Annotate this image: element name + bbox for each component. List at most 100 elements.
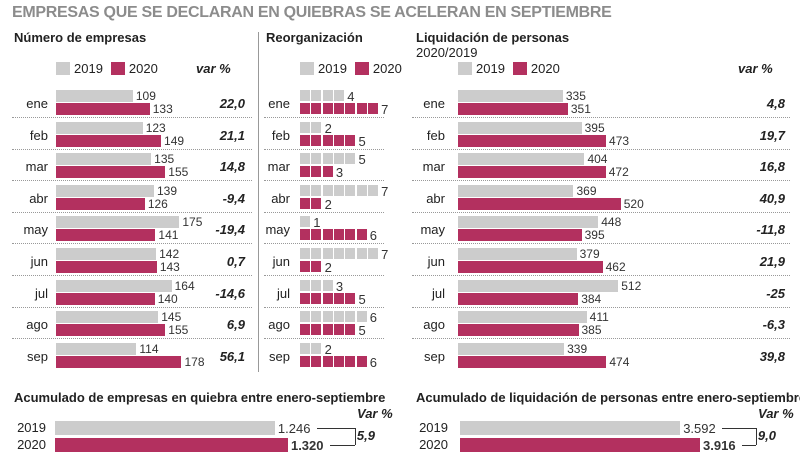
connector-line bbox=[316, 428, 355, 429]
row-separator bbox=[264, 148, 384, 150]
square-2020 bbox=[333, 292, 344, 304]
row-separator bbox=[264, 180, 384, 182]
bracket bbox=[355, 428, 356, 445]
row-separator bbox=[12, 117, 252, 118]
legend-swatch-2020 bbox=[512, 62, 527, 75]
month-label: feb bbox=[29, 127, 48, 143]
panel-divider bbox=[258, 32, 259, 372]
var-pct: -11,8 bbox=[756, 222, 785, 238]
square-2020 bbox=[300, 355, 310, 367]
value-label-2019: 135 bbox=[154, 152, 175, 167]
total-value-2019: 1.246 bbox=[277, 421, 311, 436]
var-pct: 39,8 bbox=[759, 348, 785, 364]
bar-2019 bbox=[56, 121, 143, 134]
square-2020 bbox=[356, 229, 367, 241]
row-separator bbox=[412, 338, 790, 340]
bar-2019 bbox=[458, 279, 619, 292]
var-header: var % bbox=[196, 61, 231, 76]
row-separator bbox=[412, 275, 790, 276]
square-2020 bbox=[311, 292, 322, 304]
value-label-2019: 395 bbox=[584, 120, 605, 135]
bar-2020 bbox=[458, 229, 582, 242]
value-label-2020: 155 bbox=[168, 323, 189, 338]
month-label: jul bbox=[34, 285, 48, 301]
bar-2020 bbox=[56, 103, 150, 115]
row-separator bbox=[12, 211, 252, 213]
square-2020 bbox=[300, 103, 310, 114]
square-2019 bbox=[333, 311, 344, 323]
panel-title-reorganizacion: Reorganización bbox=[266, 30, 363, 45]
square-2020 bbox=[311, 166, 322, 178]
square-2020 bbox=[311, 355, 322, 367]
square-2020 bbox=[322, 324, 333, 336]
value-label-2019: 335 bbox=[565, 89, 586, 103]
bar-2020 bbox=[458, 134, 607, 147]
var-pct: 19,7 bbox=[759, 127, 785, 143]
value-label-2019: 339 bbox=[567, 341, 588, 356]
square-2019 bbox=[322, 153, 333, 165]
square-2020 bbox=[322, 166, 333, 178]
square-2019 bbox=[300, 90, 310, 101]
square-2020 bbox=[367, 103, 378, 114]
square-2019 bbox=[356, 248, 367, 259]
value-label-2020: 472 bbox=[608, 165, 629, 180]
var-pct: -6,3 bbox=[762, 317, 785, 333]
square-2019 bbox=[311, 248, 322, 259]
bar-2019 bbox=[458, 153, 585, 166]
square-2020 bbox=[333, 324, 344, 336]
legend-label-2019: 2019 bbox=[74, 61, 103, 76]
year-label: 2019 bbox=[419, 420, 448, 435]
row-separator bbox=[264, 211, 384, 213]
square-2020 bbox=[300, 166, 310, 178]
value-label-2019: 1 bbox=[313, 215, 321, 231]
square-2020 bbox=[356, 355, 367, 367]
value-label-2020: 3 bbox=[335, 165, 344, 181]
square-2020 bbox=[322, 292, 333, 304]
value-label-2019: 145 bbox=[161, 310, 182, 325]
value-label-2020: 5 bbox=[358, 291, 366, 307]
legend-swatch-2019 bbox=[56, 62, 70, 75]
month-label: feb bbox=[426, 127, 445, 143]
var-pct: 56,1 bbox=[219, 348, 245, 364]
bar-2019 bbox=[458, 121, 582, 134]
square-2020 bbox=[322, 103, 333, 114]
month-label: abr bbox=[426, 190, 445, 206]
square-2020 bbox=[311, 134, 322, 146]
row-separator bbox=[264, 275, 384, 276]
month-label: jun bbox=[30, 254, 48, 269]
square-2019 bbox=[311, 342, 322, 354]
row-separator bbox=[412, 180, 790, 182]
square-2020 bbox=[345, 103, 356, 114]
value-label-2020: 395 bbox=[584, 228, 605, 243]
row-separator bbox=[12, 275, 252, 276]
bar-2020 bbox=[56, 355, 182, 368]
square-2019 bbox=[300, 342, 310, 354]
square-2020 bbox=[311, 261, 322, 272]
value-label-2020: 462 bbox=[605, 260, 626, 274]
value-label-2020: 149 bbox=[164, 133, 185, 148]
total-bar-2020 bbox=[55, 438, 288, 452]
value-label-2019: 379 bbox=[579, 247, 600, 261]
var-header: Var % bbox=[758, 406, 794, 421]
bar-2019 bbox=[458, 216, 599, 229]
var-pct: 6,9 bbox=[226, 317, 245, 333]
square-2019 bbox=[311, 121, 322, 133]
square-2019 bbox=[367, 184, 378, 196]
bar-2020 bbox=[458, 166, 606, 179]
var-pct: 21,9 bbox=[759, 254, 785, 269]
square-2019 bbox=[345, 248, 356, 259]
month-label: mar bbox=[267, 159, 290, 175]
value-label-2020: 2 bbox=[324, 260, 332, 275]
month-label: may bbox=[420, 222, 445, 238]
value-label-2020: 474 bbox=[609, 354, 630, 369]
bar-2019 bbox=[458, 311, 587, 324]
var-header: Var % bbox=[357, 406, 393, 421]
bar-2019 bbox=[56, 90, 133, 102]
legend: 2019 2020 bbox=[300, 61, 402, 76]
month-label: abr bbox=[271, 190, 290, 206]
square-2019 bbox=[367, 248, 378, 259]
value-label-2019: 6 bbox=[369, 310, 378, 326]
square-2020 bbox=[345, 292, 356, 304]
month-label: jul bbox=[431, 285, 445, 301]
square-2019 bbox=[333, 248, 344, 259]
